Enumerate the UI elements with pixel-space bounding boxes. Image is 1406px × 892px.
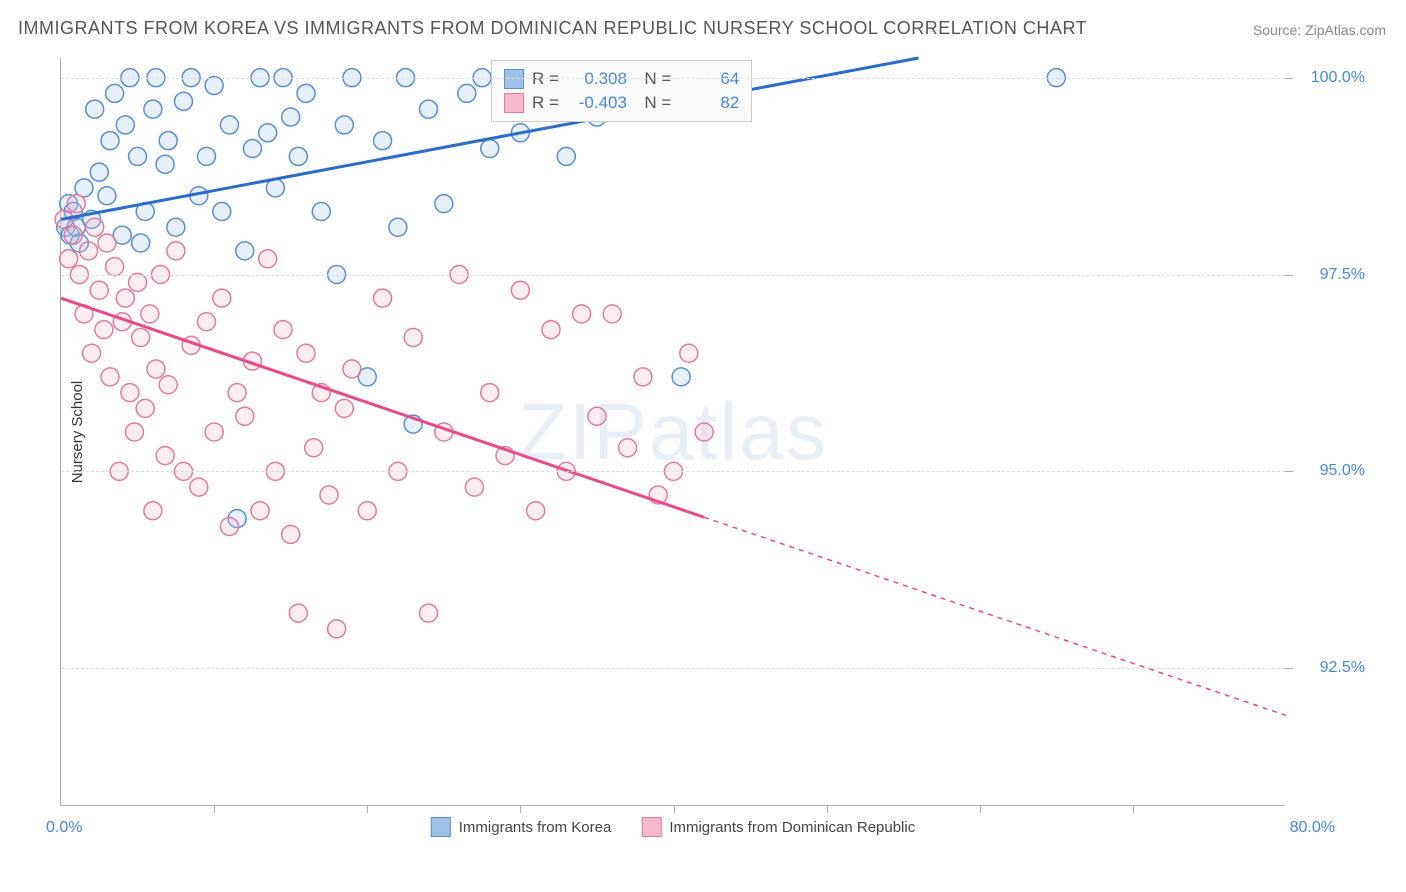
stats-legend: R = 0.308 N = 64 R = -0.403 N = 82: [491, 60, 752, 122]
legend-item-korea: Immigrants from Korea: [431, 817, 612, 837]
y-tick-label: 92.5%: [1320, 659, 1365, 677]
legend-label: Immigrants from Korea: [459, 819, 612, 836]
chart-svg: [61, 58, 1285, 805]
x-axis-min-label: 0.0%: [46, 819, 82, 837]
legend-swatch-dominican: [504, 93, 524, 113]
bottom-legend: Immigrants from Korea Immigrants from Do…: [431, 817, 915, 837]
chart-title: IMMIGRANTS FROM KOREA VS IMMIGRANTS FROM…: [18, 18, 1087, 39]
legend-label: Immigrants from Dominican Republic: [669, 819, 915, 836]
y-tick-label: 95.0%: [1320, 462, 1365, 480]
stats-legend-row-korea: R = 0.308 N = 64: [504, 67, 739, 91]
plot-area: ZIPatlas Nursery School 0.0% 80.0% R = 0…: [60, 58, 1285, 806]
y-tick-label: 100.0%: [1311, 69, 1365, 87]
legend-item-dominican: Immigrants from Dominican Republic: [641, 817, 915, 837]
x-axis-max-label: 80.0%: [1290, 819, 1335, 837]
source-label: Source: ZipAtlas.com: [1253, 22, 1386, 38]
y-tick-label: 97.5%: [1320, 266, 1365, 284]
legend-swatch-dominican: [641, 817, 661, 837]
legend-swatch-korea: [504, 69, 524, 89]
legend-swatch-korea: [431, 817, 451, 837]
stats-legend-row-dominican: R = -0.403 N = 82: [504, 91, 739, 115]
